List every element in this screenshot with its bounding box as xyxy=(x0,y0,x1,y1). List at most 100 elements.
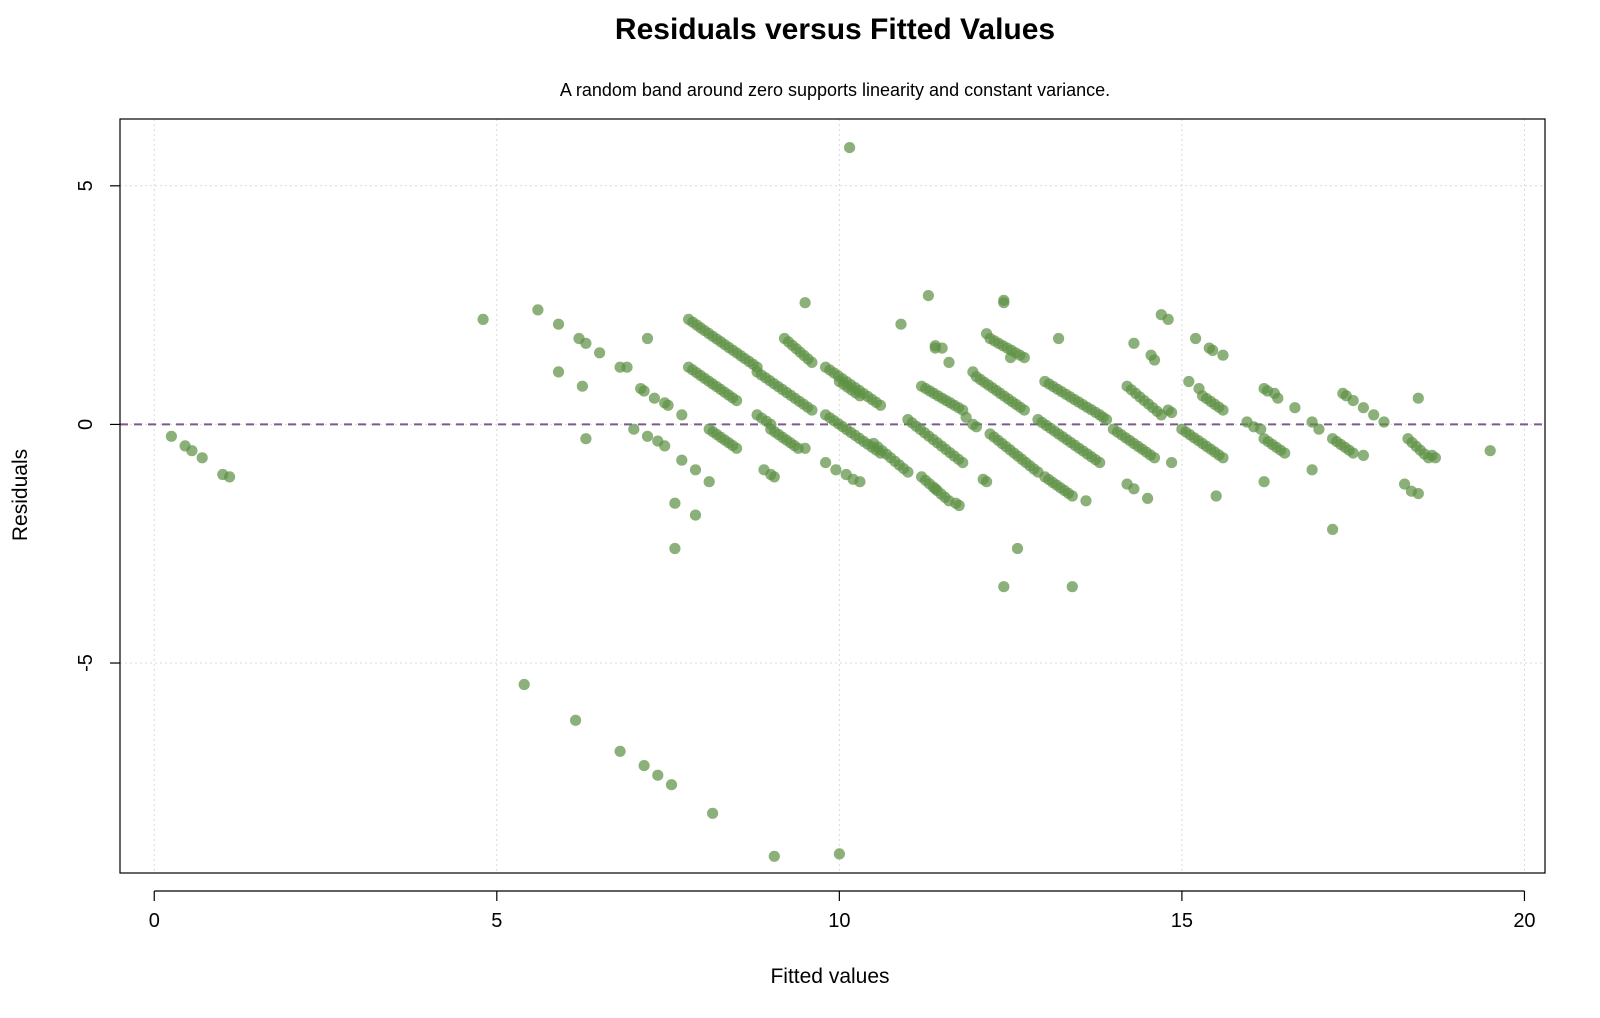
data-point xyxy=(665,779,678,791)
data-point xyxy=(1142,492,1154,504)
data-point xyxy=(1412,392,1424,404)
data-point xyxy=(186,445,198,457)
data-point xyxy=(1217,404,1229,416)
data-point xyxy=(1053,332,1065,345)
data-point xyxy=(820,457,832,469)
data-point xyxy=(1347,447,1359,459)
data-point xyxy=(1148,354,1161,366)
data-point xyxy=(768,850,780,862)
data-point xyxy=(922,290,935,302)
data-point xyxy=(1183,375,1195,388)
data-point xyxy=(1378,416,1390,428)
data-point xyxy=(1484,445,1496,457)
data-point xyxy=(902,466,914,478)
data-point xyxy=(854,476,866,488)
data-point xyxy=(1207,344,1219,356)
x-tick-label: 15 xyxy=(1171,910,1193,932)
data-point xyxy=(844,142,856,154)
data-point xyxy=(1357,449,1369,461)
data-point xyxy=(196,452,208,464)
data-point xyxy=(641,332,654,345)
data-point xyxy=(1217,349,1229,361)
data-point xyxy=(1412,488,1424,500)
data-point xyxy=(960,411,972,423)
data-point xyxy=(731,395,743,407)
data-point xyxy=(638,760,650,772)
data-point xyxy=(1347,395,1359,407)
data-point xyxy=(1080,495,1092,507)
data-point xyxy=(532,304,544,316)
data-point xyxy=(981,476,993,488)
data-point xyxy=(957,457,969,469)
data-point xyxy=(689,464,702,476)
data-point xyxy=(998,581,1010,593)
data-point xyxy=(1279,447,1291,459)
data-point xyxy=(1217,452,1229,464)
data-point xyxy=(1313,423,1325,435)
data-point xyxy=(652,769,664,781)
data-point xyxy=(1193,383,1205,395)
data-point xyxy=(1272,392,1284,404)
data-point xyxy=(1066,581,1078,593)
data-points xyxy=(165,142,1496,862)
data-point xyxy=(1128,483,1140,495)
plot-frame xyxy=(119,118,1546,874)
data-point xyxy=(689,509,702,521)
x-tick-label: 10 xyxy=(828,910,850,932)
data-point xyxy=(953,499,965,512)
data-point xyxy=(594,347,606,359)
data-point xyxy=(854,390,866,402)
data-point xyxy=(1100,414,1113,426)
data-point xyxy=(806,404,818,416)
data-point xyxy=(552,366,565,378)
data-point xyxy=(1190,332,1202,345)
data-point xyxy=(799,442,811,454)
data-point xyxy=(731,442,743,454)
x-axis-label: Fitted values xyxy=(770,965,889,988)
data-point xyxy=(1162,313,1174,325)
data-point xyxy=(929,483,941,495)
data-point xyxy=(806,356,818,368)
data-point xyxy=(165,430,177,442)
data-point xyxy=(1148,452,1161,464)
data-point xyxy=(967,366,979,378)
data-point xyxy=(1128,337,1140,349)
data-point xyxy=(1368,409,1380,421)
data-point xyxy=(1094,457,1106,469)
data-point xyxy=(628,423,640,435)
data-point xyxy=(943,356,955,368)
data-point xyxy=(895,318,907,330)
y-axis: -5 0 5 xyxy=(75,180,120,672)
data-point xyxy=(621,361,633,373)
data-point xyxy=(518,678,530,691)
y-tick-label: -5 xyxy=(75,654,97,672)
data-point xyxy=(1005,352,1017,364)
chart-title: Residuals versus Fitted Values xyxy=(615,13,1055,46)
data-point xyxy=(477,313,489,325)
data-point xyxy=(929,340,941,352)
x-axis: 0 5 10 15 20 xyxy=(149,890,1536,932)
x-tick-label: 5 xyxy=(491,910,502,932)
data-point xyxy=(981,328,993,340)
data-point xyxy=(1166,406,1178,419)
data-point xyxy=(1306,416,1318,428)
data-point xyxy=(580,337,592,349)
data-point xyxy=(799,297,811,309)
grid-lines xyxy=(120,119,1545,873)
data-point xyxy=(224,471,236,483)
data-point xyxy=(874,399,887,411)
data-point xyxy=(1011,542,1024,555)
data-point xyxy=(1018,352,1030,364)
data-point xyxy=(669,497,681,509)
data-point xyxy=(576,380,589,392)
data-point xyxy=(676,409,688,421)
data-point xyxy=(1289,402,1301,414)
data-point xyxy=(833,848,846,860)
data-point xyxy=(830,464,842,476)
data-point xyxy=(1018,404,1030,416)
data-point xyxy=(570,714,582,726)
data-point xyxy=(703,476,715,488)
data-point xyxy=(676,454,688,466)
